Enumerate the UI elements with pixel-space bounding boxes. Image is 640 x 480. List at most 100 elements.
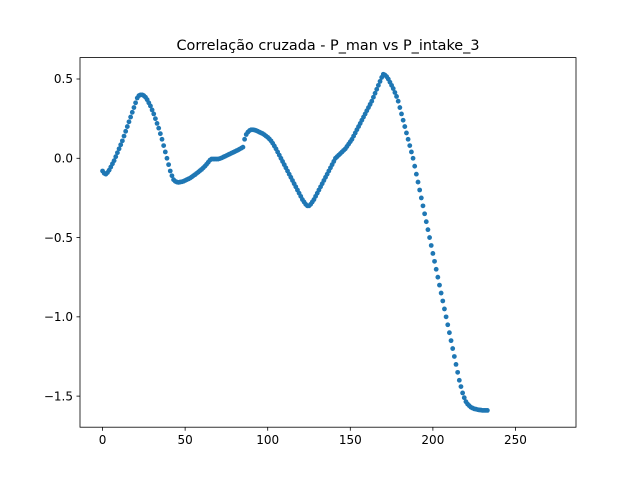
data-point (157, 131, 163, 137)
data-point (399, 111, 404, 117)
data-point (484, 407, 490, 413)
data-point (390, 86, 396, 91)
data-point (453, 362, 459, 367)
data-point (430, 251, 436, 256)
data-point (129, 109, 135, 115)
data-point (397, 105, 403, 110)
data-point (128, 114, 134, 120)
data-point (119, 138, 125, 144)
data-point (442, 306, 447, 312)
data-point (412, 163, 418, 169)
data-point (428, 243, 434, 248)
data-point (126, 119, 132, 125)
data-point (402, 124, 408, 129)
data-point (240, 144, 246, 150)
chart-title: Correlação cruzada - P_man vs P_intake_3 (177, 38, 480, 54)
data-point (407, 143, 413, 149)
data-point (405, 136, 411, 142)
data-point (425, 227, 431, 233)
data-points (100, 71, 490, 413)
data-point (420, 203, 426, 209)
x-tick-label: 50 (177, 433, 192, 447)
y-tick-label: 0.5 (54, 72, 73, 86)
data-point (162, 149, 168, 155)
data-point (169, 173, 175, 179)
y-tick-label: −1.0 (44, 310, 73, 324)
data-point (415, 179, 421, 185)
data-point (447, 330, 452, 336)
data-point (113, 154, 119, 160)
y-tick-label: −0.5 (44, 231, 73, 245)
data-point (151, 111, 157, 117)
data-point (159, 136, 165, 142)
data-point (124, 124, 130, 129)
data-point (154, 121, 160, 126)
data-point (156, 125, 162, 131)
data-point (417, 187, 423, 193)
data-point (395, 98, 401, 104)
data-point (371, 94, 376, 100)
data-point (116, 146, 122, 152)
data-point (369, 98, 375, 104)
data-point (404, 130, 409, 136)
data-point (394, 94, 399, 99)
data-point (149, 107, 155, 113)
data-point (111, 158, 117, 164)
data-point (375, 82, 381, 88)
data-point (461, 395, 467, 401)
data-point (443, 314, 449, 320)
data-point (374, 86, 380, 92)
y-axis-ticks: 0.5 0.0 −0.5 −1.0 −1.5 (44, 72, 80, 403)
data-point (148, 103, 153, 109)
y-tick-label: 0.0 (54, 151, 73, 165)
x-axis-ticks: 0 50 100 150 200 250 (99, 427, 527, 447)
data-point (423, 219, 429, 225)
data-point (460, 390, 466, 396)
data-point (438, 290, 444, 296)
x-tick-label: 150 (339, 433, 362, 447)
data-point (121, 133, 127, 139)
data-point (445, 322, 451, 328)
data-point (242, 136, 247, 142)
data-point (422, 211, 428, 217)
data-point (455, 369, 461, 375)
data-point (432, 258, 437, 264)
x-tick-label: 0 (99, 433, 107, 447)
data-point (161, 143, 167, 149)
data-point (440, 298, 446, 304)
data-point (456, 377, 462, 383)
data-point (153, 116, 158, 122)
data-point (115, 150, 120, 156)
x-tick-label: 200 (421, 433, 444, 447)
data-point (448, 338, 454, 344)
x-tick-label: 250 (504, 433, 527, 447)
data-point (433, 266, 439, 272)
data-point (413, 171, 419, 177)
data-point (167, 168, 173, 174)
data-point (123, 128, 129, 134)
data-point (166, 162, 172, 168)
data-point (427, 235, 432, 240)
x-tick-label: 100 (256, 433, 279, 447)
data-point (409, 149, 414, 155)
data-point (458, 384, 464, 390)
data-point (133, 100, 138, 106)
data-point (435, 274, 441, 280)
data-point (131, 105, 137, 110)
data-point (450, 346, 456, 351)
data-point (451, 354, 457, 359)
data-point (377, 78, 383, 84)
data-point (118, 142, 124, 148)
y-tick-label: −1.5 (44, 389, 73, 403)
data-point (164, 155, 170, 161)
data-point (400, 117, 406, 123)
data-point (410, 155, 416, 161)
plot-frame (79, 57, 577, 428)
data-point (418, 195, 424, 201)
data-point (372, 90, 378, 96)
data-point (392, 90, 398, 95)
data-point (437, 282, 442, 288)
